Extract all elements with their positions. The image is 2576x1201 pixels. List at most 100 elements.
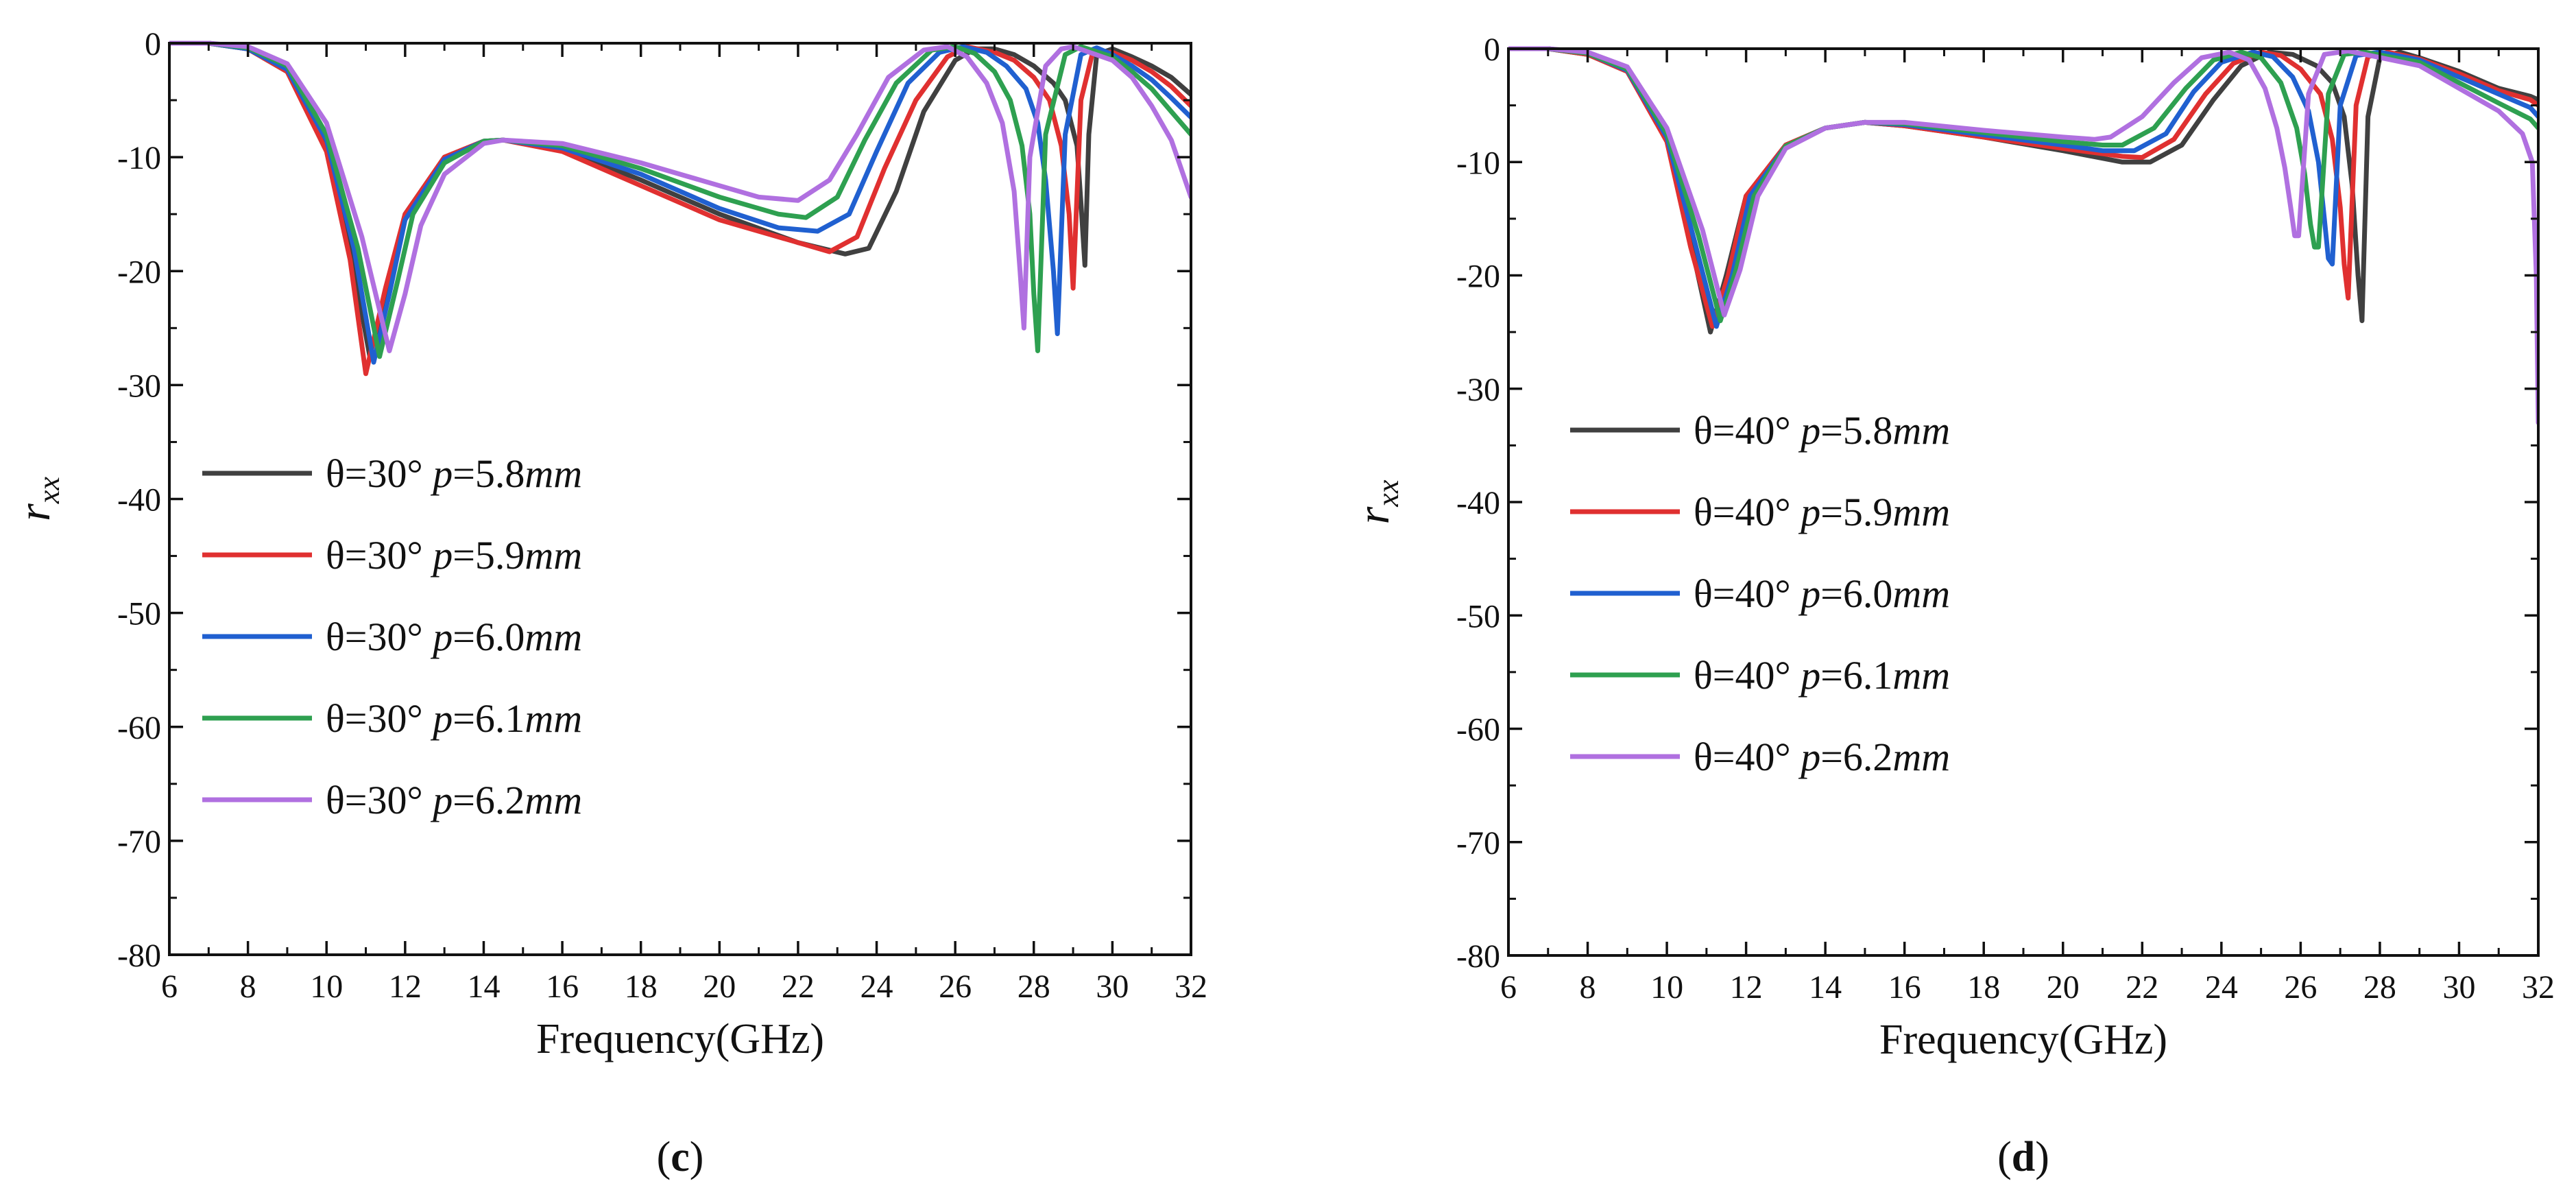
x-tick-label: 28 (2363, 969, 2396, 1006)
legend-item: θ=30° p=6.1mm (202, 696, 582, 741)
legend-label: θ=40° p=5.8mm (1694, 408, 1950, 453)
legend-label-unit: mm (525, 615, 582, 659)
x-tick-label: 12 (389, 968, 422, 1005)
x-tick-label: 22 (782, 968, 815, 1005)
y-axis-title-main: r (1349, 506, 1399, 524)
x-tick-label: 24 (860, 968, 893, 1005)
legend-label: θ=40° p=6.0mm (1694, 571, 1950, 616)
y-tick-label: -50 (1456, 598, 1500, 634)
y-axis-title: rxx (10, 477, 66, 521)
x-tick-label: 32 (2522, 969, 2555, 1006)
chart-panel-c: 6 8 10 12 14 16 18 20 22 24 26 28 30 32 0 -10 -20 -30 -40 -… (10, 26, 1207, 1180)
legend-label-var: p (430, 451, 453, 496)
panel-label-open: ( (1997, 1134, 2012, 1180)
x-tick-label: 18 (625, 968, 658, 1005)
legend-label-prefix: θ=40° (1694, 490, 1801, 534)
legend-label-value: =6.0 (453, 615, 525, 659)
legend-label-value: =6.1 (453, 696, 525, 741)
y-tick-label: -30 (117, 368, 161, 404)
x-tick-label: 18 (1967, 969, 2000, 1006)
x-tick-label: 16 (1888, 969, 1921, 1006)
x-tick-label: 22 (2126, 969, 2158, 1006)
legend-label-prefix: θ=40° (1694, 653, 1801, 698)
y-tick-label: 0 (145, 26, 161, 62)
x-tick-label: 16 (546, 968, 579, 1005)
x-tick-label: 14 (1809, 969, 1842, 1006)
chart-panel-d: 6 8 10 12 14 16 18 20 22 24 26 28 30 32 0 -10 -20 -30 -40 -… (1349, 32, 2555, 1180)
legend-label-unit: mm (525, 778, 582, 822)
panel-label: (d) (1997, 1134, 2049, 1180)
legend-item: θ=30° p=5.9mm (202, 533, 582, 578)
y-tick-label: -80 (1456, 938, 1500, 975)
panel-label-letter: d (2012, 1134, 2035, 1180)
x-tick-label: 20 (2047, 969, 2080, 1006)
series-line-2 (169, 40, 1191, 377)
legend-label-unit: mm (525, 451, 582, 496)
legend-label-var: p (1798, 490, 1820, 534)
legend-label-unit: mm (1892, 571, 1950, 616)
y-tick-label: -60 (117, 710, 161, 746)
x-tick-label: 32 (1175, 968, 1207, 1005)
legend-label-prefix: θ=40° (1694, 571, 1801, 616)
series-group (1508, 46, 2538, 425)
y-tick-label: -10 (1456, 145, 1500, 181)
x-axis-title: Frequency(GHz) (536, 1016, 824, 1062)
legend-label-unit: mm (1892, 653, 1950, 698)
legend-label-prefix: θ=30° (326, 696, 433, 741)
legend-label-prefix: θ=30° (326, 533, 433, 578)
x-tick-label: 6 (1500, 969, 1517, 1006)
legend-label-var: p (430, 778, 453, 822)
legend-label: θ=30° p=6.2mm (326, 778, 582, 822)
legend-label-prefix: θ=40° (1694, 735, 1801, 779)
legend-label-var: p (430, 615, 453, 659)
series-group (169, 40, 1191, 377)
legend-label-prefix: θ=40° (1694, 408, 1801, 453)
legend-label-var: p (430, 696, 453, 741)
legend-label-value: =5.9 (453, 533, 525, 578)
legend-label-var: p (430, 533, 453, 578)
series-line-2 (1508, 46, 2538, 329)
legend-label-value: =6.1 (1820, 653, 1892, 698)
x-tick-label: 28 (1018, 968, 1050, 1005)
series-line-3 (169, 40, 1191, 365)
y-tick-label: 0 (1484, 32, 1500, 68)
x-tick-label: 10 (310, 968, 343, 1005)
x-tick-label: 6 (161, 968, 178, 1005)
x-tick-label: 8 (240, 968, 256, 1005)
legend-label-value: =6.0 (1820, 571, 1892, 616)
legend-label-value: =6.2 (1820, 735, 1892, 779)
legend-item: θ=40° p=6.0mm (1570, 571, 1950, 616)
legend-label-prefix: θ=30° (326, 778, 433, 822)
x-tick-label: 30 (1096, 968, 1129, 1005)
x-tick-label: 20 (703, 968, 736, 1005)
x-tick-label: 24 (2205, 969, 2238, 1006)
x-tick-label: 26 (939, 968, 972, 1005)
legend-label-value: =6.2 (453, 778, 525, 822)
y-axis-title: rxx (1349, 479, 1405, 524)
y-tick-label: -20 (1456, 259, 1500, 295)
legend-label-var: p (1798, 653, 1820, 698)
legend-label-prefix: θ=30° (326, 615, 433, 659)
y-tick-label: -40 (117, 482, 161, 519)
legend-label-var: p (1798, 408, 1820, 453)
legend-label-unit: mm (1892, 490, 1950, 534)
legend-label-unit: mm (525, 696, 582, 741)
y-axis-title-sub: xx (32, 477, 66, 505)
legend-item: θ=40° p=5.9mm (1570, 490, 1950, 534)
series-line-4 (1508, 46, 2538, 324)
y-tick-label: -70 (117, 824, 161, 860)
legend-label: θ=30° p=5.9mm (326, 533, 582, 578)
x-tick-label: 14 (467, 968, 500, 1005)
legend-label-unit: mm (1892, 408, 1950, 453)
legend-item: θ=40° p=6.2mm (1570, 735, 1950, 779)
legend-label-value: =5.9 (1820, 490, 1892, 534)
legend-label: θ=30° p=5.8mm (326, 451, 582, 496)
series-line-4 (169, 40, 1191, 359)
panel-label-close: ) (2035, 1134, 2049, 1180)
legend-label-var: p (1798, 571, 1820, 616)
x-axis-title: Frequency(GHz) (1879, 1016, 2167, 1063)
series-line-3 (1508, 46, 2538, 329)
series-line-5 (1508, 46, 2538, 425)
